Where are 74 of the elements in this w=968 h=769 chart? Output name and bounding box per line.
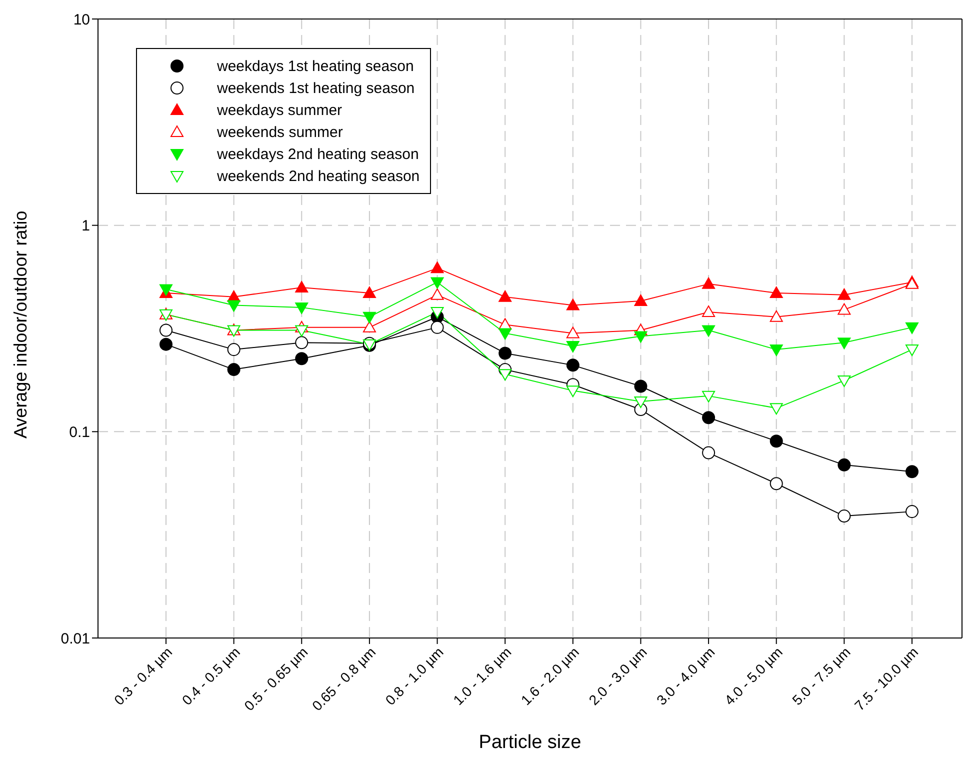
legend-label: weekdays 2nd heating season (217, 146, 419, 162)
legend-label: weekends 1st heating season (217, 80, 415, 96)
point (430, 307, 444, 319)
point (160, 338, 172, 351)
legend-label: weekends 2nd heating season (217, 168, 420, 184)
y-tick-label: 10 (73, 11, 90, 28)
point (498, 346, 512, 360)
point (906, 322, 918, 334)
point (498, 328, 512, 340)
point (227, 363, 240, 376)
point (498, 290, 512, 302)
legend-label: weekends summer (217, 124, 343, 140)
point (566, 358, 580, 372)
x-axis-title: Particle size (478, 732, 582, 753)
x-tick-label: 2.0 - 3.0 µm (586, 644, 650, 708)
point (838, 458, 851, 472)
point (295, 325, 308, 337)
point (702, 306, 716, 318)
legend-label: weekdays summer (217, 102, 342, 118)
point (430, 262, 444, 274)
point (770, 403, 783, 415)
x-tick-label: 3.0 - 4.0 µm (653, 644, 718, 708)
point (362, 320, 376, 332)
point (295, 336, 308, 350)
point (634, 294, 648, 306)
point (566, 326, 580, 338)
point (702, 446, 716, 460)
point (430, 320, 444, 334)
legend-label: weekdays 1st heating season (217, 58, 414, 74)
y-tick-label: 0.01 (60, 630, 90, 648)
point (838, 288, 851, 300)
point (430, 288, 444, 300)
point (566, 386, 580, 398)
point (295, 280, 308, 292)
point (838, 376, 851, 387)
x-tick-label: 1.0 - 1.6 µm (450, 644, 514, 708)
point (770, 286, 783, 298)
y-tick-label: 0.1 (69, 424, 90, 441)
y-tick-label: 1 (82, 218, 90, 235)
x-tick-label: 4.0 - 5.0 µm (721, 644, 786, 708)
point (838, 510, 851, 523)
point (295, 352, 308, 366)
point (838, 338, 851, 350)
point (702, 411, 716, 424)
point (566, 298, 580, 310)
point (770, 310, 783, 322)
point (295, 302, 308, 314)
x-tick-label: 1.6 - 2.0 µm (518, 644, 582, 708)
point (906, 465, 918, 478)
point (906, 505, 918, 518)
x-tick-label: 5.0 - 7.5 µm (788, 644, 854, 708)
point (227, 343, 240, 356)
point (770, 434, 783, 448)
x-tick-label: 0.8 - 1.0 µm (382, 644, 446, 708)
point (770, 344, 783, 356)
point (566, 341, 580, 353)
point (702, 390, 716, 402)
point (498, 369, 512, 381)
point (634, 396, 648, 408)
point (770, 477, 783, 490)
point (430, 277, 444, 289)
point (634, 380, 648, 393)
point (227, 300, 240, 312)
point (702, 325, 716, 337)
point (362, 312, 376, 324)
y-axis-title: Average indoor/outdoor ratio (10, 210, 30, 438)
point (634, 331, 648, 343)
point (362, 286, 376, 298)
point (702, 277, 716, 289)
x-tick-label: 0.4 - 0.5 µm (178, 644, 243, 708)
x-tick-label: 0.3 - 0.4 µm (110, 644, 176, 708)
point (838, 303, 851, 315)
point (906, 344, 918, 356)
point (160, 324, 172, 337)
